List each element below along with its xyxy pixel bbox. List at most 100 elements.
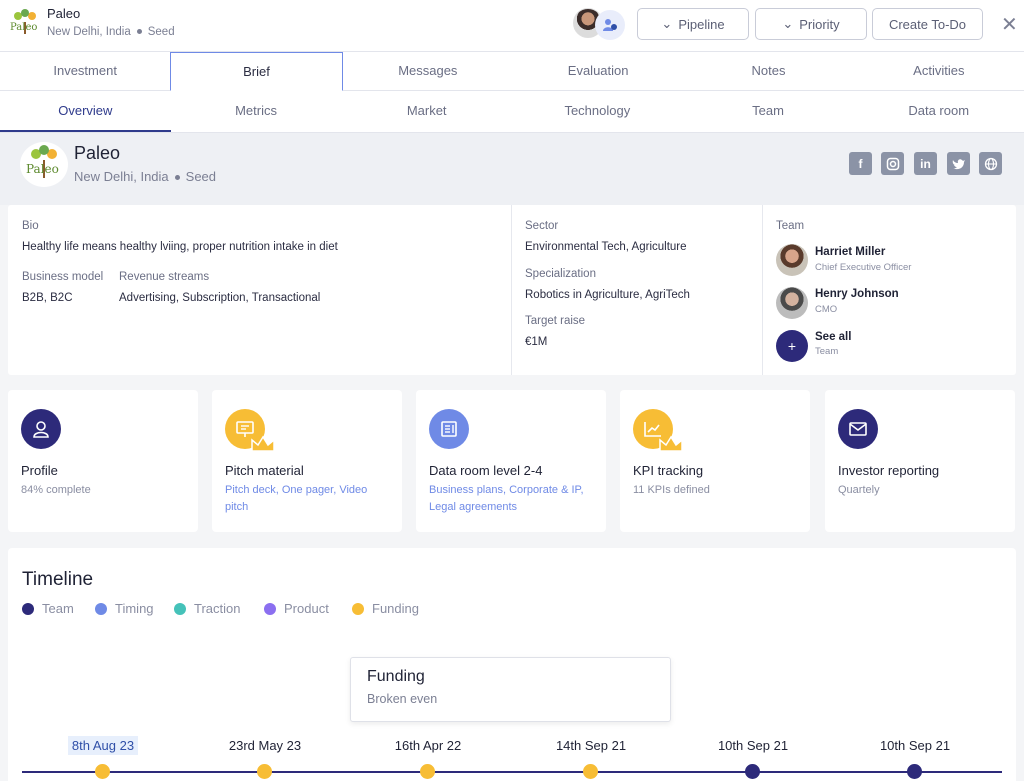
tab-notes[interactable]: Notes: [751, 63, 786, 78]
team-label: Team: [776, 220, 805, 232]
tab-market[interactable]: Market: [406, 103, 447, 118]
instagram-icon[interactable]: [881, 152, 904, 175]
card-pitch-material[interactable]: Pitch material Pitch deck, One pager, Vi…: [212, 390, 402, 532]
legend-label: Product: [284, 601, 329, 616]
close-icon[interactable]: ✕: [1001, 14, 1018, 36]
timeline-date-label: 10th Sep 21: [879, 738, 951, 753]
legend-swatch: [174, 602, 186, 615]
avatar[interactable]: [776, 287, 808, 319]
document-icon: [429, 409, 469, 449]
timeline-marker[interactable]: [95, 764, 110, 779]
chart-icon: [633, 409, 673, 449]
company-subtitle: New Delhi, India Seed: [74, 169, 216, 184]
legend-item-funding[interactable]: Funding: [352, 601, 419, 616]
tab-overview[interactable]: Overview: [0, 91, 171, 132]
timeline-date[interactable]: 23rd May 23: [205, 738, 325, 753]
team-member-name[interactable]: Harriet Miller: [815, 246, 886, 258]
legend-item-traction[interactable]: Traction: [174, 601, 240, 616]
timeline-date[interactable]: 14th Sep 21: [531, 738, 651, 753]
card-title: Investor reporting: [838, 463, 940, 478]
timeline-date-label: 8th Aug 23: [67, 736, 139, 755]
facebook-icon[interactable]: f: [849, 152, 872, 175]
divider: [511, 205, 512, 375]
tab-activities[interactable]: Activities: [913, 63, 965, 78]
create-todo-button[interactable]: Create To-Do: [872, 8, 983, 40]
priority-button[interactable]: ⌄ Priority: [755, 8, 867, 40]
tab-metrics[interactable]: Metrics: [235, 103, 277, 118]
timeline-marker[interactable]: [583, 764, 598, 779]
legend-item-team[interactable]: Team: [22, 601, 74, 616]
twitter-icon[interactable]: [947, 152, 970, 175]
plus-icon[interactable]: +: [776, 330, 808, 362]
card-subtitle: 84% complete: [21, 484, 91, 496]
linkedin-icon[interactable]: in: [914, 152, 937, 175]
tab-investment[interactable]: Investment: [53, 63, 117, 78]
presentation-icon: [225, 409, 265, 449]
card-investor-reporting[interactable]: Investor reporting Quartely: [825, 390, 1015, 532]
target-raise-label: Target raise: [525, 315, 586, 327]
add-person-icon[interactable]: [595, 10, 625, 40]
bio-value: Healthy life means healthy lviing, prope…: [22, 241, 338, 253]
timeline-date[interactable]: 8th Aug 23: [43, 736, 163, 755]
company-location: New Delhi, India: [74, 169, 169, 184]
legend-swatch: [264, 602, 276, 615]
legend-item-timing[interactable]: Timing: [95, 601, 154, 616]
timeline-marker[interactable]: [257, 764, 272, 779]
legend-label: Funding: [372, 601, 419, 616]
timeline-marker[interactable]: [745, 764, 760, 779]
revenue-streams-value: Advertising, Subscription, Transactional: [119, 292, 321, 304]
timeline-date[interactable]: 16th Apr 22: [368, 738, 488, 753]
card-title: Profile: [21, 463, 58, 478]
timeline-title: Timeline: [22, 569, 94, 590]
legend-label: Timing: [115, 601, 154, 616]
team-member-role: CMO: [815, 304, 838, 315]
info-panel: [8, 205, 1016, 375]
card-title: Pitch material: [225, 463, 304, 478]
pipeline-button[interactable]: ⌄ Pipeline: [637, 8, 749, 40]
legend-item-product[interactable]: Product: [264, 601, 329, 616]
tab-data-room[interactable]: Data room: [908, 103, 970, 118]
see-all-link[interactable]: See all: [815, 331, 852, 343]
legend-label: Team: [42, 601, 74, 616]
tab-technology[interactable]: Technology: [564, 103, 631, 118]
see-all-sub: Team: [815, 346, 839, 357]
timeline-date[interactable]: 10th Sep 21: [693, 738, 813, 753]
chevron-down-icon: ⌄: [661, 16, 673, 31]
timeline-marker[interactable]: [420, 764, 435, 779]
tab-brief[interactable]: Brief: [170, 52, 343, 91]
mail-icon: [838, 409, 878, 449]
revenue-streams-label: Revenue streams: [119, 271, 210, 283]
card-kpi-tracking[interactable]: KPI tracking 11 KPIs defined: [620, 390, 810, 532]
team-member-name[interactable]: Henry Johnson: [815, 288, 899, 300]
card-subtitle: 11 KPIs defined: [633, 484, 710, 496]
team-member-role: Chief Executive Officer: [815, 262, 912, 273]
card-subtitle[interactable]: Pitch deck, One pager, Video pitch: [225, 484, 368, 513]
top-bar: Paleo Paleo New Delhi, India Seed ⌄ Pipeli…: [0, 0, 1024, 52]
company-meta: New Delhi, India Seed: [47, 26, 175, 38]
assignee-avatars[interactable]: [573, 8, 627, 40]
card-subtitle[interactable]: Business plans, Corporate & IP, Legal ag…: [429, 484, 584, 513]
card-profile[interactable]: Profile 84% complete: [8, 390, 198, 532]
tab-messages[interactable]: Messages: [398, 63, 458, 78]
timeline-date[interactable]: 10th Sep 21: [855, 738, 975, 753]
timeline-marker[interactable]: [907, 764, 922, 779]
avatar[interactable]: [776, 244, 808, 276]
timeline-date-label: 10th Sep 21: [717, 738, 789, 753]
card-data-room[interactable]: Data room level 2-4 Business plans, Corp…: [416, 390, 606, 532]
chevron-down-icon: ⌄: [782, 16, 794, 31]
legend-swatch: [352, 602, 364, 615]
tab-evaluation[interactable]: Evaluation: [567, 63, 629, 78]
business-model-value: B2B, B2C: [22, 292, 73, 304]
create-todo-label: Create To-Do: [888, 16, 967, 32]
tab-team[interactable]: Team: [752, 103, 784, 118]
bio-label: Bio: [22, 220, 39, 232]
user-icon: [21, 409, 61, 449]
crown-icon: [659, 435, 683, 452]
card-subtitle: Quartely: [838, 484, 880, 496]
secondary-tabs: Overview Metrics Market Technology Team …: [0, 91, 1024, 133]
company-title: Paleo: [74, 143, 121, 163]
primary-tabs: Investment Brief Messages Evaluation Not…: [0, 52, 1024, 91]
globe-icon[interactable]: [979, 152, 1002, 175]
sector-value: Environmental Tech, Agriculture: [525, 241, 687, 253]
legend-swatch: [22, 602, 34, 615]
